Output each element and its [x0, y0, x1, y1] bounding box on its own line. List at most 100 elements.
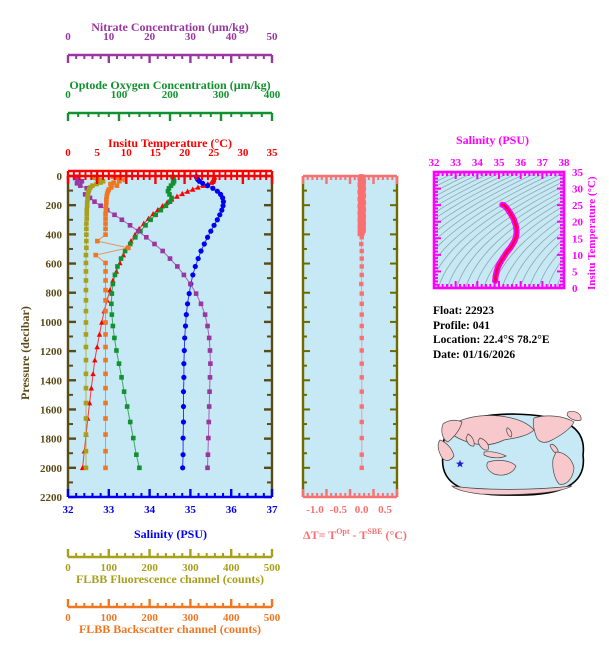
float-id-line: Float: 22923	[433, 305, 495, 317]
delta-temperature-tick-label: -1.0	[306, 504, 324, 516]
nitrate-axis-tick-label: 50	[266, 31, 278, 43]
delta-t-sup-sbe: SBE	[367, 527, 383, 536]
profile-series	[79, 173, 217, 471]
fluorescence-axis-title: FLBB Fluorescence channel (counts)	[75, 572, 265, 586]
backscatter-axis: 0 100 200 300 400 500	[65, 599, 281, 624]
map-landmass	[532, 415, 575, 443]
temperature-axis-tick-label: 30	[237, 147, 249, 159]
delta-temperature-tick-label: 0.0	[355, 504, 369, 516]
oxygen-axis-tick-label: 300	[212, 89, 230, 101]
location-line: Location: 22.4°S 78.2°E	[433, 334, 550, 346]
map-landmass	[483, 451, 507, 459]
delta-temperature-series	[357, 174, 367, 471]
world-map	[437, 411, 585, 496]
nitrate-axis-ruler	[66, 53, 274, 63]
nitrate-axis-tick-label: 40	[225, 31, 237, 43]
map-landmass	[566, 411, 582, 421]
pressure-tick-label: 2000	[40, 463, 63, 475]
map-landmass	[506, 427, 513, 438]
delta-panel-background	[303, 176, 397, 497]
ts-curve-outer	[492, 201, 520, 284]
delta-t-title-head: ΔT= T	[303, 528, 337, 542]
nitrate-axis-title: Nitrate Concentration (µm/kg)	[91, 20, 249, 34]
nitrate-axis-tick-label: 30	[184, 31, 196, 43]
salinity-tick-label: 34	[144, 504, 156, 516]
temperature-axis-tick-label: 20	[179, 147, 191, 159]
oxygen-axis-tick-label: 400	[263, 89, 281, 101]
backscatter-axis-title: FLBB Backscatter channel (counts)	[78, 622, 262, 636]
main-panel-background	[68, 176, 272, 497]
map-landmass	[451, 485, 573, 495]
delta-t-title-tail: (°C)	[382, 528, 407, 542]
temperature-axis-tick-label: 15	[149, 147, 161, 159]
nitrate-axis-tick-label: 20	[144, 31, 156, 43]
ts-temperature-tick-label: 25	[572, 200, 584, 212]
profile-series	[180, 174, 227, 471]
pressure-axis-title: Pressure (decibar)	[18, 306, 32, 400]
salinity-tick-label: 36	[226, 504, 238, 516]
pressure-tick-label: 1600	[40, 404, 63, 416]
temperature-axis-tick-label: 0	[65, 147, 71, 159]
map-landmass	[477, 437, 489, 451]
delta-temperature-tick-label: 0.5	[378, 504, 392, 516]
pressure-tick-label: 1000	[40, 317, 63, 329]
salinity-tick-label: 37	[267, 504, 279, 516]
map-landmass	[465, 433, 475, 447]
ts-temperature-tick-label: 20	[572, 217, 584, 229]
date-line: Date: 01/16/2026	[433, 348, 516, 361]
ts-curve-inner	[493, 203, 518, 283]
pressure-tick-label: 2200	[40, 492, 63, 504]
map-landmass	[437, 439, 455, 461]
pressure-tick-label: 1400	[40, 375, 63, 387]
ts-temperature-tick-label: 10	[572, 250, 584, 262]
salinity-tick-label: 32	[63, 504, 75, 516]
ts-temperature-tick-label: 0	[572, 283, 578, 295]
map-landmass	[441, 419, 463, 443]
pressure-tick-label: 600	[46, 259, 63, 271]
ts-temperature-axis-title: Insitu Temperature (°C)	[586, 176, 598, 290]
nitrate-axis-tick-label: 10	[103, 31, 115, 43]
temperature-axis-tick-label: 25	[208, 147, 220, 159]
ts-salinity-axis-title: Salinity (PSU)	[455, 133, 529, 147]
pressure-tick-label: 400	[46, 229, 63, 241]
float-location-star-icon	[456, 459, 464, 468]
temperature-axis-ruler	[66, 169, 274, 179]
delta-t-title-mid: - T	[349, 528, 368, 542]
profile-series	[109, 174, 177, 471]
map-landmass	[549, 443, 559, 455]
float-metadata: Float: 22923 Profile: 041 Location: 22.4…	[433, 304, 550, 362]
pressure-tick-label: 800	[46, 288, 63, 300]
oxygen-axis-tick-label: 200	[161, 89, 179, 101]
ts-temperature-tick-label: 15	[572, 233, 584, 245]
pressure-tick-label: 200	[46, 200, 63, 212]
oxygen-axis-tick-label: 100	[110, 89, 128, 101]
delta-temperature-axis-title: ΔT= TOpt - TSBE (°C)	[290, 527, 420, 543]
pressure-tick-label: 1800	[40, 434, 63, 446]
salinity-tick-label: 35	[185, 504, 197, 516]
profile-number-line: Profile: 041	[433, 319, 490, 332]
map-landmass	[486, 460, 517, 476]
temperature-axis-tick-label: 10	[120, 147, 132, 159]
oxygen-axis-title: Optode Oxygen Concentration (µm/kg)	[69, 78, 271, 92]
map-landmass	[447, 415, 535, 446]
delta-temperature-tick-label: -0.5	[330, 504, 348, 516]
oxygen-axis-ruler	[66, 111, 274, 121]
delta-t-sup-opt: Opt	[336, 527, 350, 536]
ts-temperature-tick-label: 5	[572, 266, 578, 278]
salinity-axis-title: Salinity (PSU)	[133, 527, 207, 541]
map-ocean	[441, 413, 585, 496]
profile-series	[93, 174, 131, 471]
temperature-axis-tick-label: 5	[94, 147, 100, 159]
panel-bottom-ruler	[66, 489, 274, 499]
panel-bottom-ruler	[301, 489, 399, 499]
salinity-tick-label: 33	[103, 504, 115, 516]
nitrate-axis-tick-label: 0	[65, 31, 71, 43]
fluorescence-axis: 0 100 200 300 400 500	[65, 549, 281, 574]
temperature-axis-title: Insitu Temperature (°C)	[108, 136, 232, 150]
map-landmass	[552, 451, 575, 485]
temperature-axis-tick-label: 35	[266, 147, 278, 159]
pressure-tick-label: 1200	[40, 346, 63, 358]
profile-series	[73, 174, 213, 471]
profile-series	[83, 174, 106, 471]
